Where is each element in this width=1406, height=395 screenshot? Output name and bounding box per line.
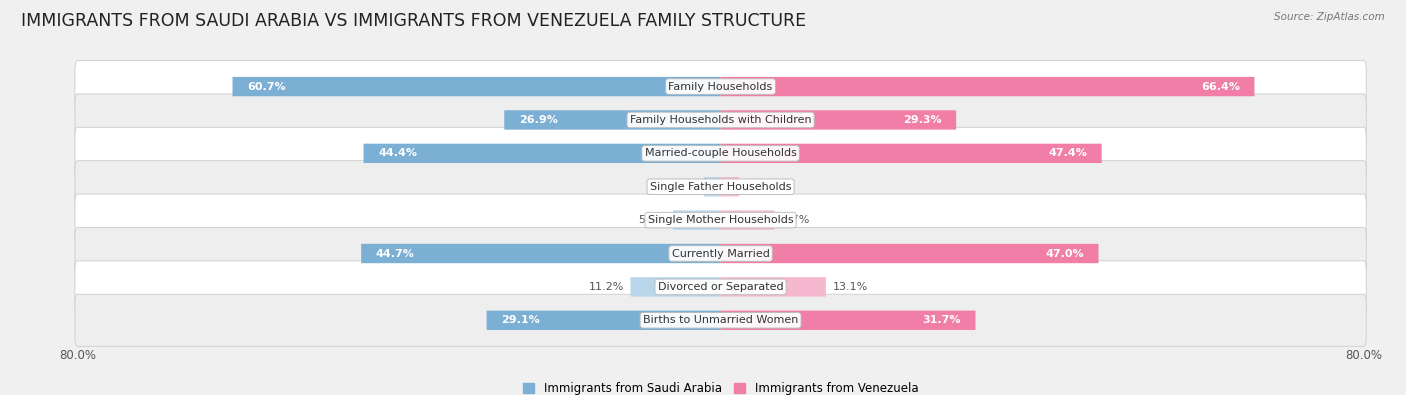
FancyBboxPatch shape: [673, 211, 721, 230]
Text: Divorced or Separated: Divorced or Separated: [658, 282, 783, 292]
Text: 31.7%: 31.7%: [922, 315, 960, 325]
Text: Births to Unmarried Women: Births to Unmarried Women: [643, 315, 799, 325]
FancyBboxPatch shape: [75, 94, 1367, 146]
Text: Single Father Households: Single Father Households: [650, 182, 792, 192]
Text: 26.9%: 26.9%: [519, 115, 558, 125]
Text: IMMIGRANTS FROM SAUDI ARABIA VS IMMIGRANTS FROM VENEZUELA FAMILY STRUCTURE: IMMIGRANTS FROM SAUDI ARABIA VS IMMIGRAN…: [21, 12, 806, 30]
Legend: Immigrants from Saudi Arabia, Immigrants from Venezuela: Immigrants from Saudi Arabia, Immigrants…: [517, 377, 924, 395]
FancyBboxPatch shape: [232, 77, 721, 96]
FancyBboxPatch shape: [721, 144, 1102, 163]
FancyBboxPatch shape: [364, 144, 721, 163]
Text: Source: ZipAtlas.com: Source: ZipAtlas.com: [1274, 12, 1385, 22]
FancyBboxPatch shape: [721, 211, 775, 230]
Text: Married-couple Households: Married-couple Households: [644, 149, 797, 158]
Text: 5.9%: 5.9%: [638, 215, 666, 225]
Text: 47.4%: 47.4%: [1049, 149, 1087, 158]
Text: 44.7%: 44.7%: [375, 248, 415, 258]
FancyBboxPatch shape: [361, 244, 721, 263]
FancyBboxPatch shape: [75, 194, 1367, 246]
FancyBboxPatch shape: [721, 77, 1254, 96]
Text: 2.3%: 2.3%: [745, 182, 773, 192]
Text: 29.1%: 29.1%: [501, 315, 540, 325]
FancyBboxPatch shape: [505, 110, 721, 130]
Text: Family Households: Family Households: [668, 82, 773, 92]
FancyBboxPatch shape: [486, 310, 721, 330]
FancyBboxPatch shape: [75, 161, 1367, 213]
Text: 66.4%: 66.4%: [1201, 82, 1240, 92]
Text: Currently Married: Currently Married: [672, 248, 769, 258]
FancyBboxPatch shape: [721, 110, 956, 130]
FancyBboxPatch shape: [75, 261, 1367, 313]
Text: 44.4%: 44.4%: [378, 149, 418, 158]
FancyBboxPatch shape: [75, 60, 1367, 113]
FancyBboxPatch shape: [721, 244, 1098, 263]
FancyBboxPatch shape: [703, 177, 721, 196]
Text: 29.3%: 29.3%: [903, 115, 942, 125]
Text: Single Mother Households: Single Mother Households: [648, 215, 793, 225]
FancyBboxPatch shape: [721, 177, 740, 196]
FancyBboxPatch shape: [75, 294, 1367, 346]
Text: 47.0%: 47.0%: [1046, 248, 1084, 258]
Text: 13.1%: 13.1%: [832, 282, 868, 292]
Text: 2.1%: 2.1%: [669, 182, 697, 192]
FancyBboxPatch shape: [75, 127, 1367, 179]
FancyBboxPatch shape: [75, 228, 1367, 280]
Text: Family Households with Children: Family Households with Children: [630, 115, 811, 125]
FancyBboxPatch shape: [721, 310, 976, 330]
FancyBboxPatch shape: [721, 277, 825, 297]
Text: 11.2%: 11.2%: [589, 282, 624, 292]
Text: 6.7%: 6.7%: [780, 215, 810, 225]
Text: 60.7%: 60.7%: [247, 82, 285, 92]
FancyBboxPatch shape: [630, 277, 721, 297]
